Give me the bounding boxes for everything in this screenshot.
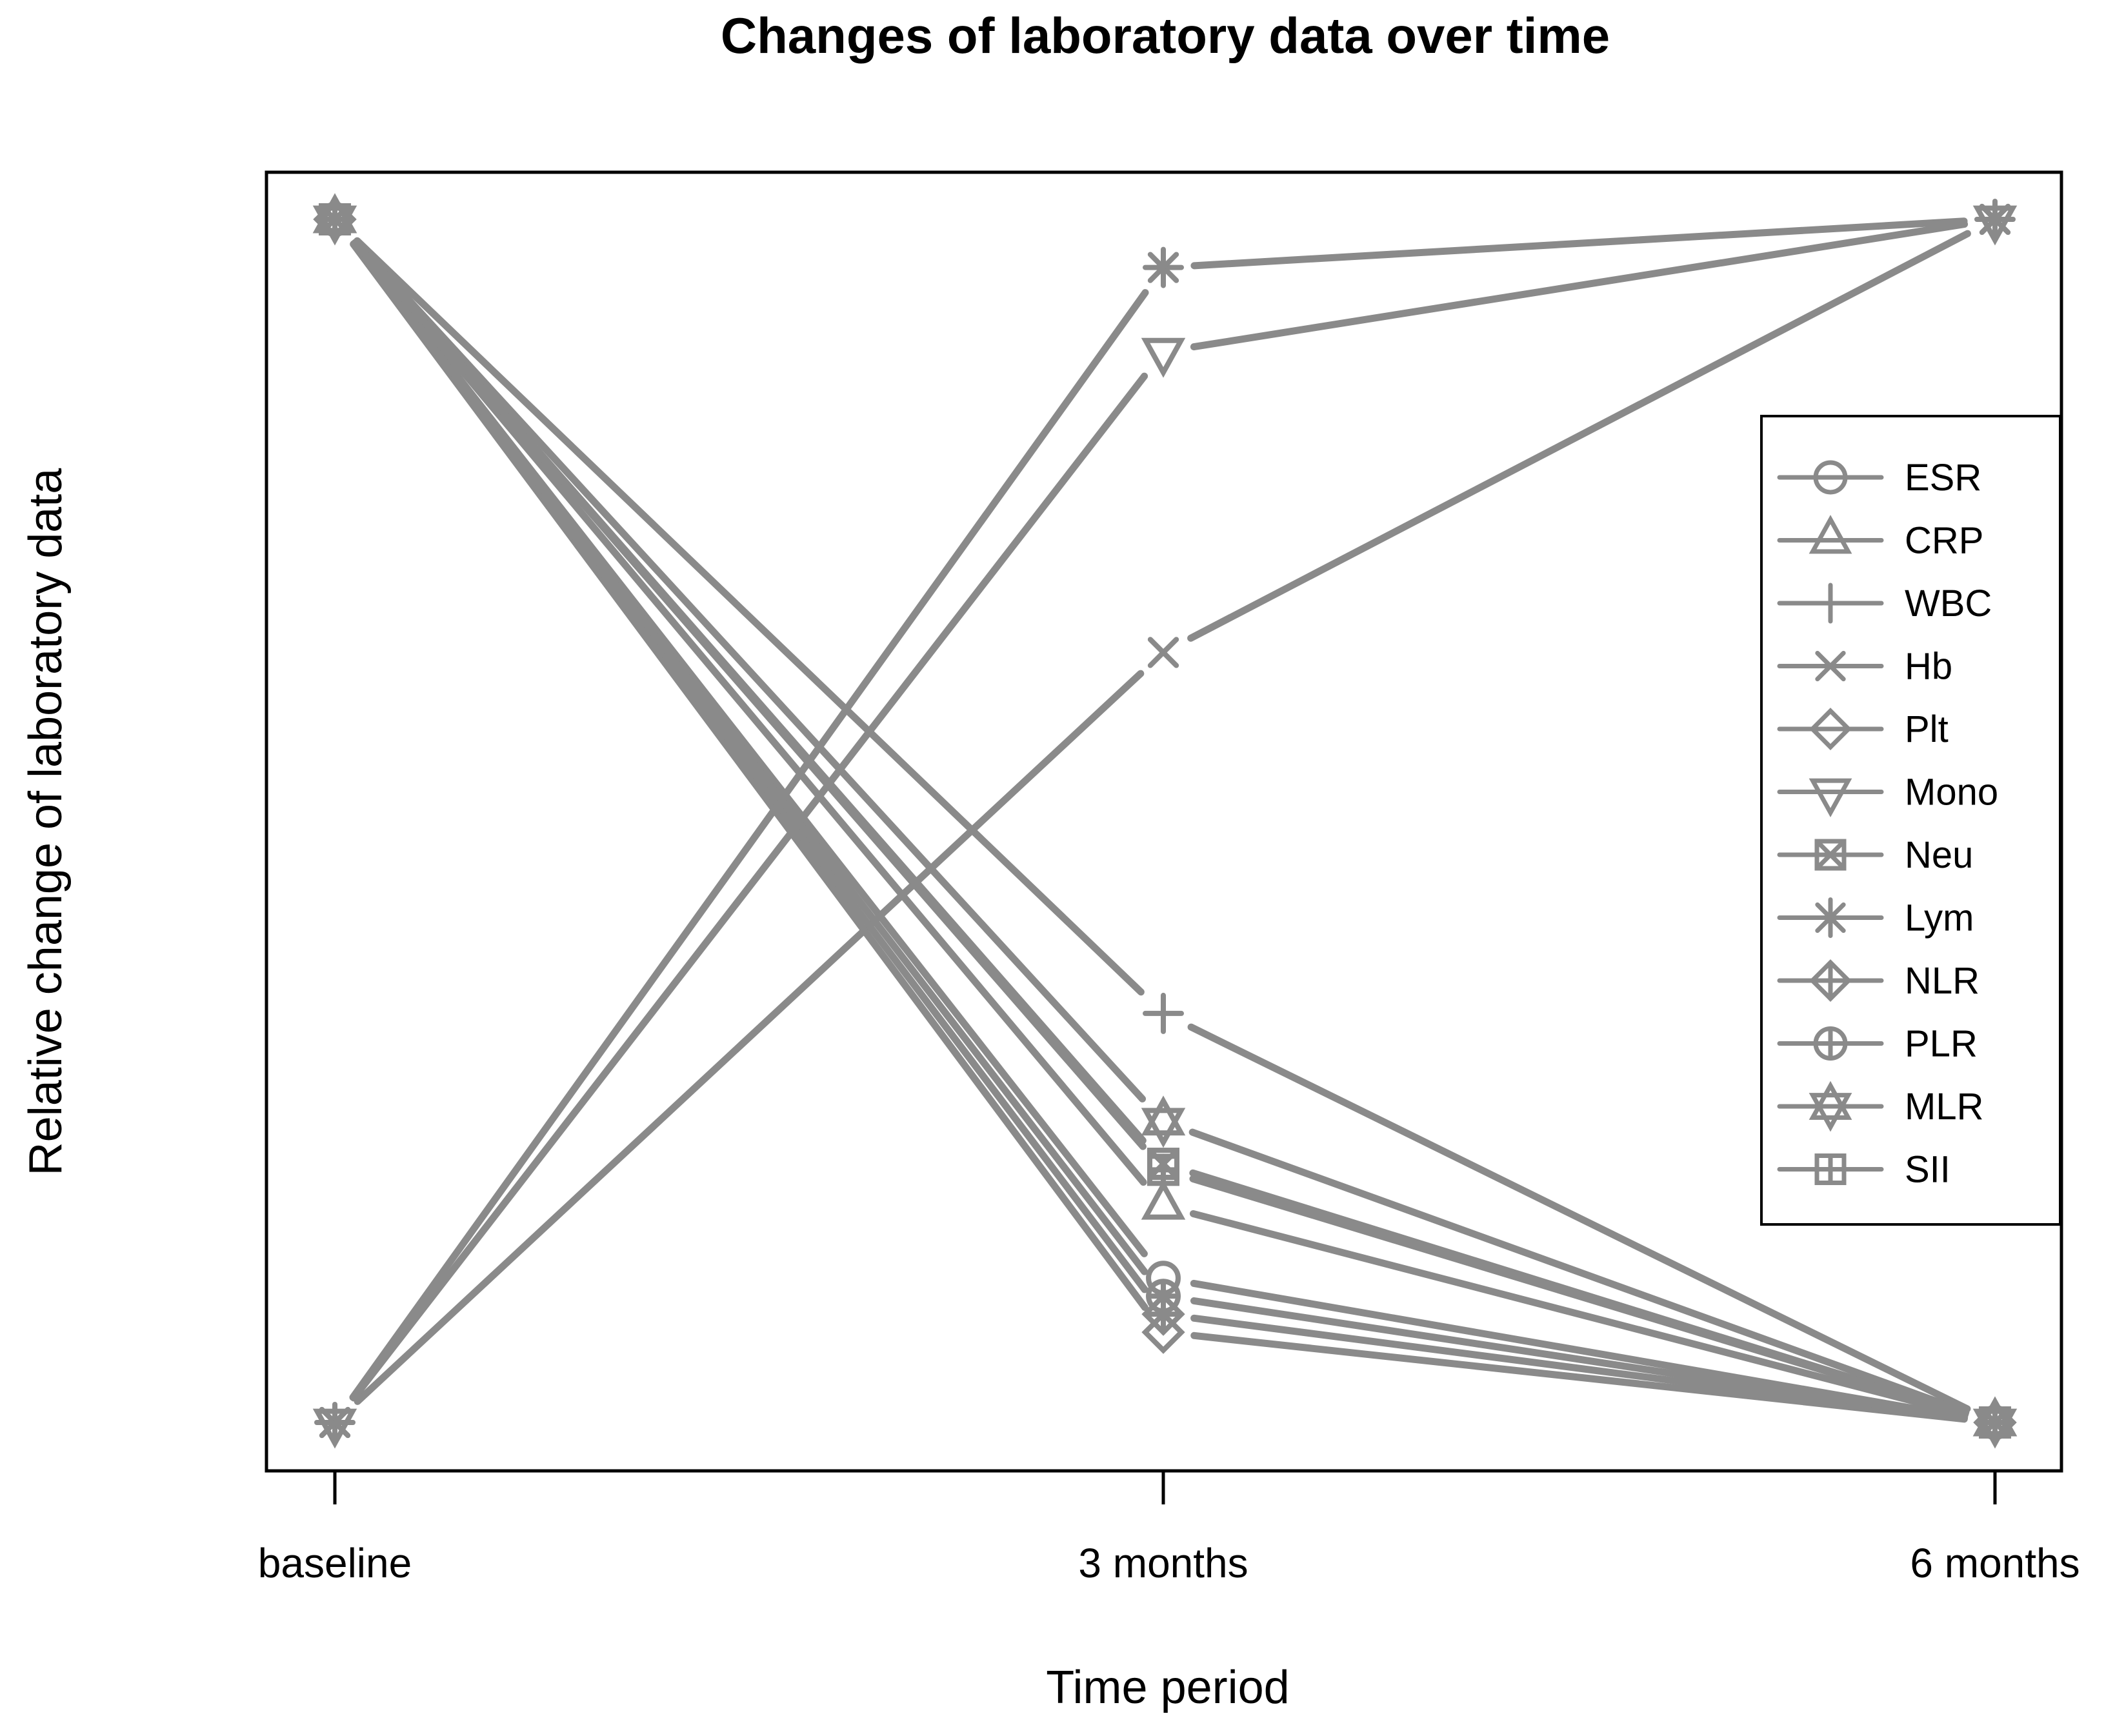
legend-entry-SII: SII [1777, 1149, 1950, 1191]
asterisk-marker-icon [1974, 199, 2016, 240]
series-SII [319, 203, 2011, 1439]
series-line-segment [1187, 1023, 1971, 1413]
legend-box-layer: ESR CRP WBC Hb Plt Mono Neu Lym NLR PLR MLR SII [1760, 415, 2061, 1226]
legend-circle-plus-icon [1813, 1026, 1848, 1061]
square-plus-marker-icon [319, 203, 351, 235]
legend-entry-WBC: WBC [1777, 583, 1992, 624]
diamond-marker-icon [1141, 1310, 1185, 1354]
legend-label-ESR: ESR [1905, 457, 1981, 499]
legend-label-Neu: Neu [1905, 834, 1973, 876]
x-tick-label-3-months: 3 months [1078, 1540, 1248, 1586]
legend-circle-icon [1813, 460, 1848, 495]
square-plus-marker-icon [1979, 1406, 2011, 1439]
legend-label-NLR: NLR [1905, 960, 1980, 1002]
series-line-segment [349, 289, 1149, 1401]
legend-label-Mono: Mono [1905, 772, 1998, 813]
legend-square-cross-icon [1814, 839, 1847, 871]
legend-entry-Plt: Plt [1777, 708, 1949, 750]
legend-label-CRP: CRP [1905, 520, 1983, 562]
legend-star-of-david-icon [1809, 1081, 1852, 1132]
x-tick-label-6-months: 6 months [1910, 1540, 2080, 1586]
series-line-segment [1189, 1210, 1969, 1419]
square-plus-marker-icon [1147, 1153, 1179, 1186]
plus-marker-icon [1143, 992, 1184, 1034]
series-line-segment [352, 239, 1147, 1150]
legend-entry-Mono: Mono [1777, 772, 1998, 817]
star-of-david-marker-icon [1141, 1095, 1186, 1148]
triangle-up-marker-icon [1141, 1179, 1186, 1220]
series-Mono [312, 205, 2018, 1449]
legend-entry-PLR: PLR [1777, 1023, 1978, 1065]
series-line-segment [354, 237, 1145, 996]
x-axis-title: Time period [1046, 1662, 1289, 1713]
asterisk-marker-icon [1143, 246, 1184, 288]
y-axis-title: Relative change of laboratory data [20, 468, 72, 1176]
legend-label-Hb: Hb [1905, 646, 1952, 688]
legend-label-Lym: Lym [1905, 897, 1974, 939]
legend-label-SII: SII [1905, 1149, 1950, 1191]
triangle-down-marker-icon [1141, 337, 1186, 378]
series-line-segment [350, 372, 1148, 1402]
series-line-segment [1189, 1175, 1969, 1417]
legend-label-PLR: PLR [1905, 1023, 1978, 1065]
x-tick-label-baseline: baseline [258, 1540, 412, 1586]
legend-entry-NLR: NLR [1777, 959, 1980, 1002]
legend-entry-MLR: MLR [1777, 1081, 1983, 1132]
legend-label-WBC: WBC [1905, 583, 1992, 624]
series-line-segment [1190, 217, 1968, 270]
legend-diamond-plus-icon [1809, 959, 1852, 1002]
legend-plus-icon [1810, 583, 1851, 624]
series-line-segment [350, 240, 1148, 1275]
chart-title: Changes of laboratory data over time [721, 7, 1610, 64]
legend-label-MLR: MLR [1905, 1086, 1983, 1128]
series-line-segment [354, 670, 1145, 1405]
plot-series-layer [312, 193, 2018, 1449]
series-line-segment [1188, 1128, 1970, 1416]
series-line-segment [351, 239, 1147, 1186]
x-cross-marker-icon [1147, 637, 1179, 668]
legend-triangle-down-icon [1809, 778, 1852, 817]
circle-plus-marker-icon [1146, 1279, 1181, 1314]
legend-entry-Neu: Neu [1777, 834, 1973, 876]
legend-label-Plt: Plt [1905, 708, 1949, 750]
legend-entry-CRP: CRP [1777, 515, 1983, 562]
legend-asterisk-icon [1810, 897, 1851, 938]
legend-entry-ESR: ESR [1777, 457, 1981, 499]
series-line-segment [1190, 221, 1969, 351]
series-line-segment [1190, 1297, 1969, 1422]
legend-entry-Lym: Lym [1777, 897, 1974, 939]
legend-triangle-up-icon [1809, 515, 1852, 554]
asterisk-marker-icon [314, 1402, 356, 1443]
series-Lym [314, 199, 2016, 1443]
series-line-segment [1187, 230, 1971, 642]
series-line-segment [352, 238, 1147, 1102]
legend-square-plus-icon [1814, 1153, 1847, 1185]
x-axis-layer: baseline 3 months 6 months [258, 1471, 2080, 1586]
legend-diamond-icon [1809, 708, 1852, 750]
legend-x-cross-icon [1815, 650, 1846, 682]
legend-entry-Hb: Hb [1777, 646, 1952, 688]
series-MLR [312, 193, 2018, 1449]
